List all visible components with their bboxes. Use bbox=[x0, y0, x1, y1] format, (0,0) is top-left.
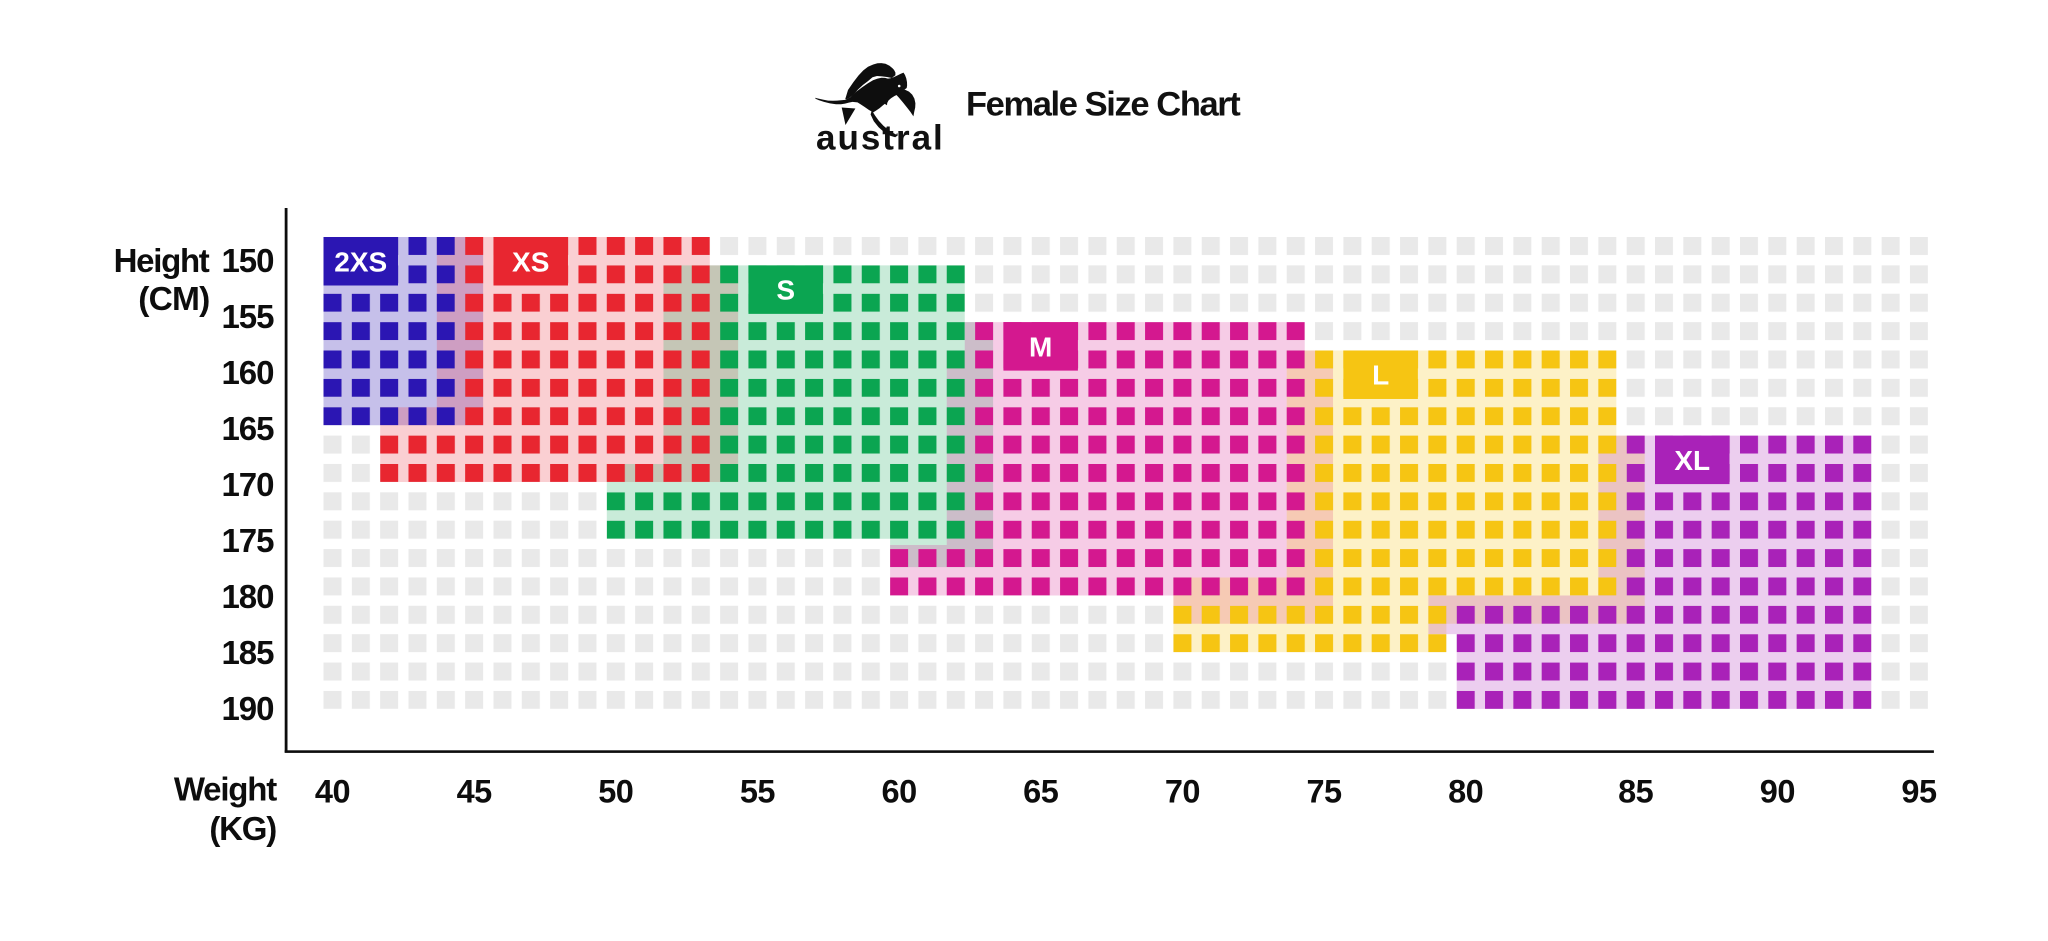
svg-text:55: 55 bbox=[740, 774, 776, 810]
svg-text:75: 75 bbox=[1306, 774, 1342, 810]
svg-text:austral: austral bbox=[816, 119, 945, 158]
svg-text:XL: XL bbox=[1674, 445, 1710, 476]
svg-text:S: S bbox=[776, 275, 795, 306]
svg-text:XS: XS bbox=[512, 246, 549, 277]
svg-text:45: 45 bbox=[457, 774, 493, 810]
svg-text:95: 95 bbox=[1901, 774, 1937, 810]
svg-text:L: L bbox=[1372, 360, 1389, 391]
svg-text:2XS: 2XS bbox=[334, 246, 387, 277]
svg-text:180: 180 bbox=[221, 578, 273, 615]
svg-text:85: 85 bbox=[1618, 774, 1654, 810]
svg-text:80: 80 bbox=[1448, 774, 1483, 810]
svg-text:(KG): (KG) bbox=[209, 810, 276, 847]
svg-text:Female Size Chart: Female Size Chart bbox=[966, 86, 1241, 124]
svg-text:Height: Height bbox=[114, 242, 210, 279]
svg-text:Weight: Weight bbox=[174, 771, 277, 808]
svg-text:160: 160 bbox=[221, 354, 273, 391]
svg-text:190: 190 bbox=[221, 690, 273, 727]
svg-text:40: 40 bbox=[315, 774, 350, 810]
svg-text:165: 165 bbox=[221, 410, 274, 447]
svg-text:65: 65 bbox=[1023, 774, 1059, 810]
svg-text:60: 60 bbox=[882, 774, 917, 810]
svg-text:(CM): (CM) bbox=[138, 281, 209, 318]
svg-text:170: 170 bbox=[221, 466, 273, 503]
svg-text:50: 50 bbox=[598, 774, 633, 810]
svg-text:90: 90 bbox=[1760, 774, 1795, 810]
svg-text:155: 155 bbox=[221, 298, 274, 335]
svg-text:175: 175 bbox=[221, 522, 274, 559]
svg-text:70: 70 bbox=[1165, 774, 1200, 810]
svg-text:150: 150 bbox=[221, 242, 273, 279]
svg-text:M: M bbox=[1029, 331, 1052, 362]
svg-text:185: 185 bbox=[221, 634, 274, 671]
